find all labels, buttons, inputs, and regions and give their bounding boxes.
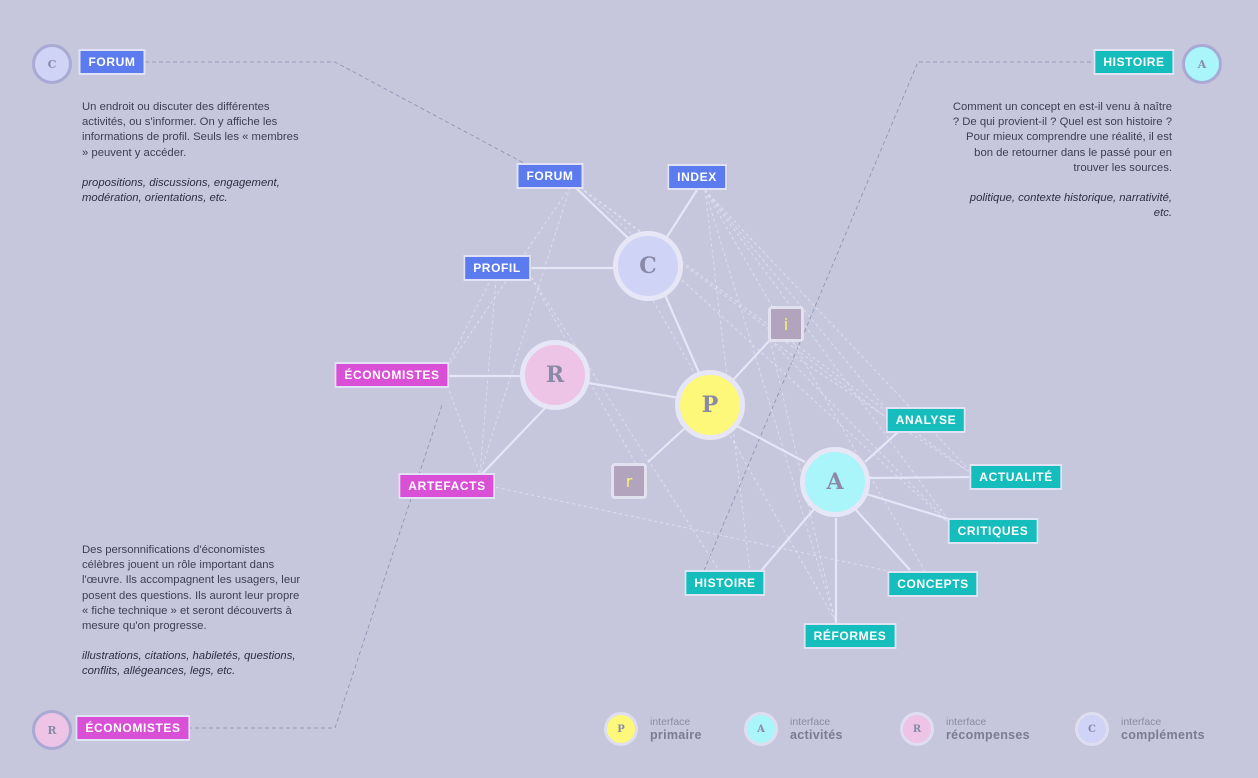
tag-actualite[interactable]: ACTUALITÉ [969, 464, 1063, 490]
histoire-section-title[interactable]: HISTOIRE [1093, 49, 1175, 75]
recompenses-badge-icon: R [32, 710, 72, 750]
tag-index[interactable]: INDEX [667, 164, 727, 190]
tag-histoire[interactable]: HISTOIRE [684, 570, 766, 596]
forum-description-text: Un endroit ou discuter des différentes a… [82, 101, 299, 159]
tag-economistes[interactable]: ÉCONOMISTES [334, 362, 450, 388]
legend-primaire-small: interface [650, 716, 691, 728]
hub-activites[interactable]: A [800, 447, 870, 517]
legend-complements: C interface compléments [1075, 712, 1205, 746]
legend-recompenses-small: interface [946, 716, 987, 728]
legend-primaire: P interface primaire [604, 712, 702, 746]
legend-activites-label: activités [790, 728, 843, 742]
histoire-description: Comment un concept en est-il venu à naît… [950, 100, 1172, 221]
legend-primaire-label: primaire [650, 728, 702, 742]
activites-badge-icon: A [1182, 44, 1222, 84]
legend-activites-icon: A [744, 712, 778, 746]
forum-section-title[interactable]: FORUM [78, 49, 146, 75]
economistes-keywords: illustrations, citations, habiletés, que… [82, 650, 296, 678]
histoire-description-text: Comment un concept en est-il venu à naît… [952, 101, 1172, 174]
hub-complements[interactable]: C [613, 231, 683, 301]
legend-recompenses: R interface récompenses [900, 712, 1030, 746]
tag-artefacts[interactable]: ARTEFACTS [398, 473, 496, 499]
forum-keywords: propositions, discussions, engagement, m… [82, 176, 280, 205]
legend-recompenses-icon: R [900, 712, 934, 746]
legend-complements-small: interface [1121, 716, 1162, 728]
tag-forum[interactable]: FORUM [516, 163, 584, 189]
legend-complements-icon: C [1075, 712, 1109, 746]
complements-badge-icon: C [32, 44, 72, 84]
histoire-keywords: politique, contexte historique, narrativ… [969, 192, 1172, 220]
tag-reformes[interactable]: RÉFORMES [803, 623, 897, 649]
hub-primaire[interactable]: P [675, 370, 745, 440]
tag-profil[interactable]: PROFIL [463, 255, 531, 281]
info-square-r[interactable]: r [611, 463, 647, 499]
economistes-description: Des personnifications d'économistes célè… [82, 543, 307, 680]
legend-complements-label: compléments [1121, 728, 1205, 742]
legend-recompenses-label: récompenses [946, 728, 1030, 742]
legend-primaire-icon: P [604, 712, 638, 746]
tag-analyse[interactable]: ANALYSE [885, 407, 967, 433]
tag-critiques[interactable]: CRITIQUES [947, 518, 1039, 544]
legend-activites: A interface activités [744, 712, 843, 746]
info-square-i[interactable]: i [768, 306, 804, 342]
economistes-description-text: Des personnifications d'économistes célè… [82, 544, 301, 633]
economistes-section-title[interactable]: ÉCONOMISTES [75, 715, 191, 741]
tag-concepts[interactable]: CONCEPTS [887, 571, 979, 597]
hub-recompenses[interactable]: R [520, 340, 590, 410]
legend-activites-small: interface [790, 716, 831, 728]
forum-description: Un endroit ou discuter des différentes a… [82, 100, 307, 206]
